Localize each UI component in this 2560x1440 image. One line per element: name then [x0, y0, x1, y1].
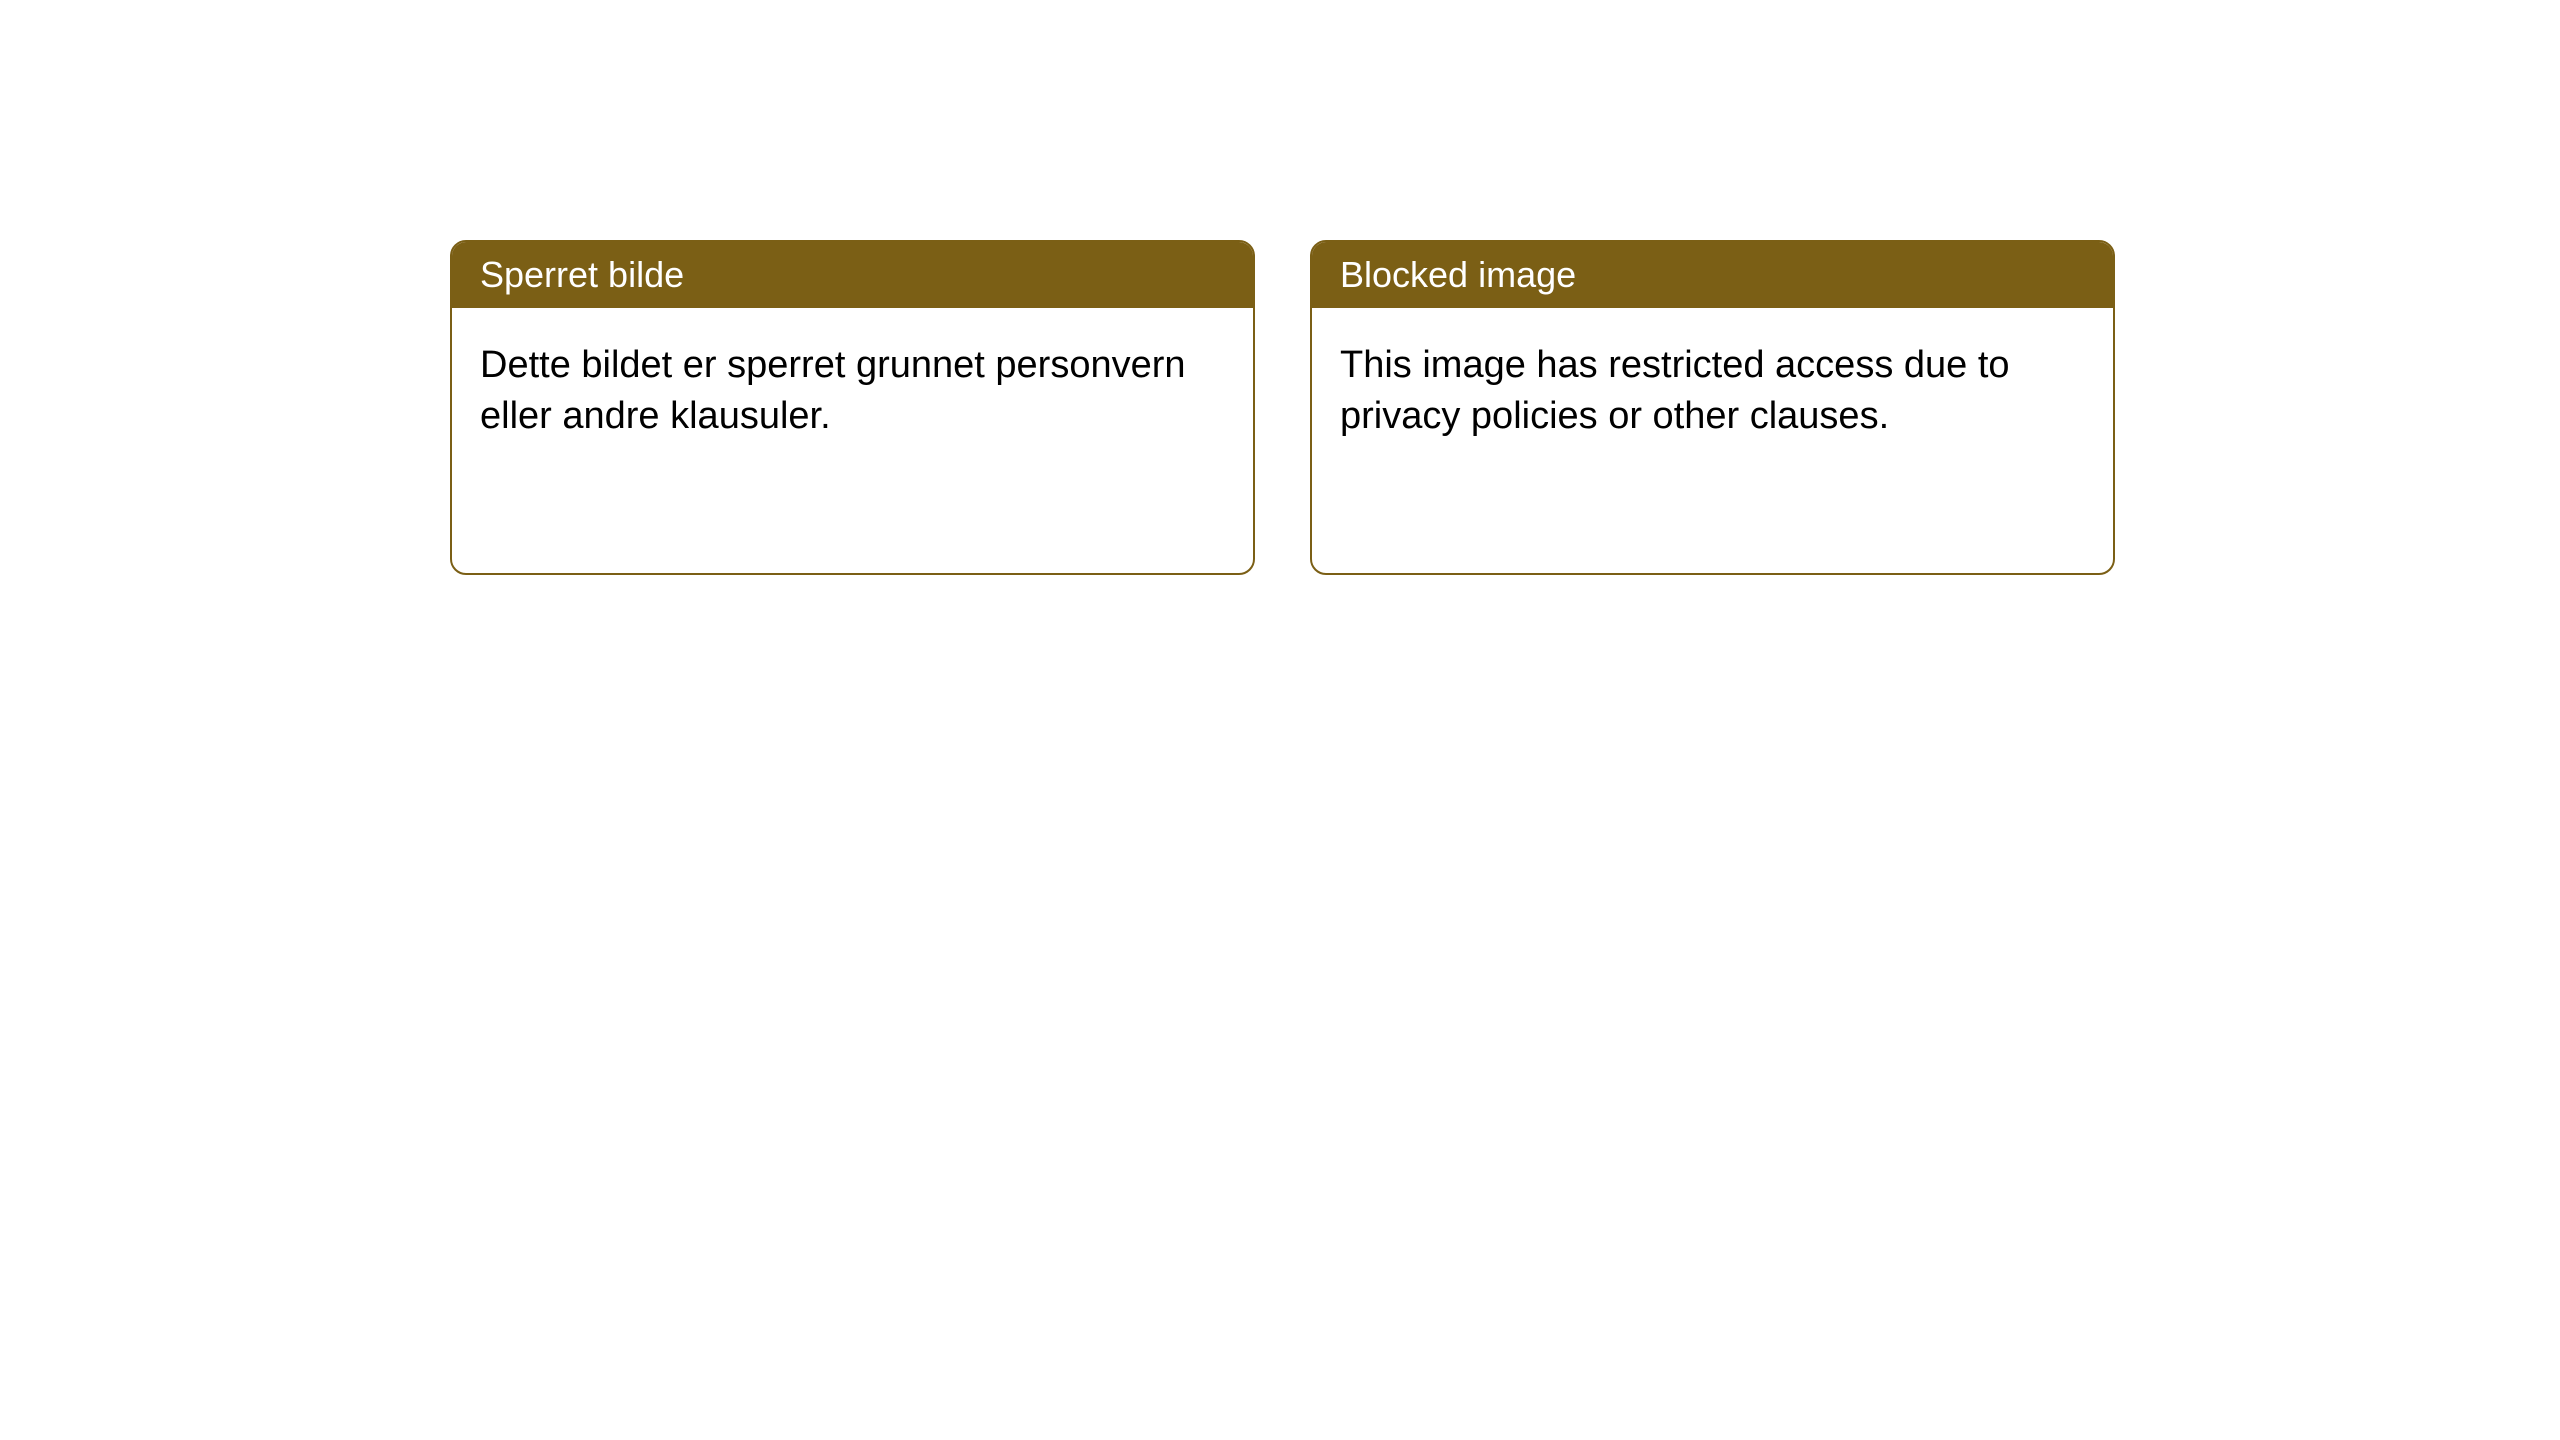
card-body-text: Dette bildet er sperret grunnet personve…: [480, 344, 1186, 437]
card-title: Sperret bilde: [480, 254, 684, 295]
notice-container: Sperret bilde Dette bildet er sperret gr…: [450, 240, 2115, 575]
card-title: Blocked image: [1340, 254, 1576, 295]
notice-card-norwegian: Sperret bilde Dette bildet er sperret gr…: [450, 240, 1255, 575]
card-body: This image has restricted access due to …: [1312, 308, 2113, 475]
notice-card-english: Blocked image This image has restricted …: [1310, 240, 2115, 575]
card-body: Dette bildet er sperret grunnet personve…: [452, 308, 1253, 475]
card-header: Sperret bilde: [452, 242, 1253, 308]
card-header: Blocked image: [1312, 242, 2113, 308]
card-body-text: This image has restricted access due to …: [1340, 344, 2010, 437]
